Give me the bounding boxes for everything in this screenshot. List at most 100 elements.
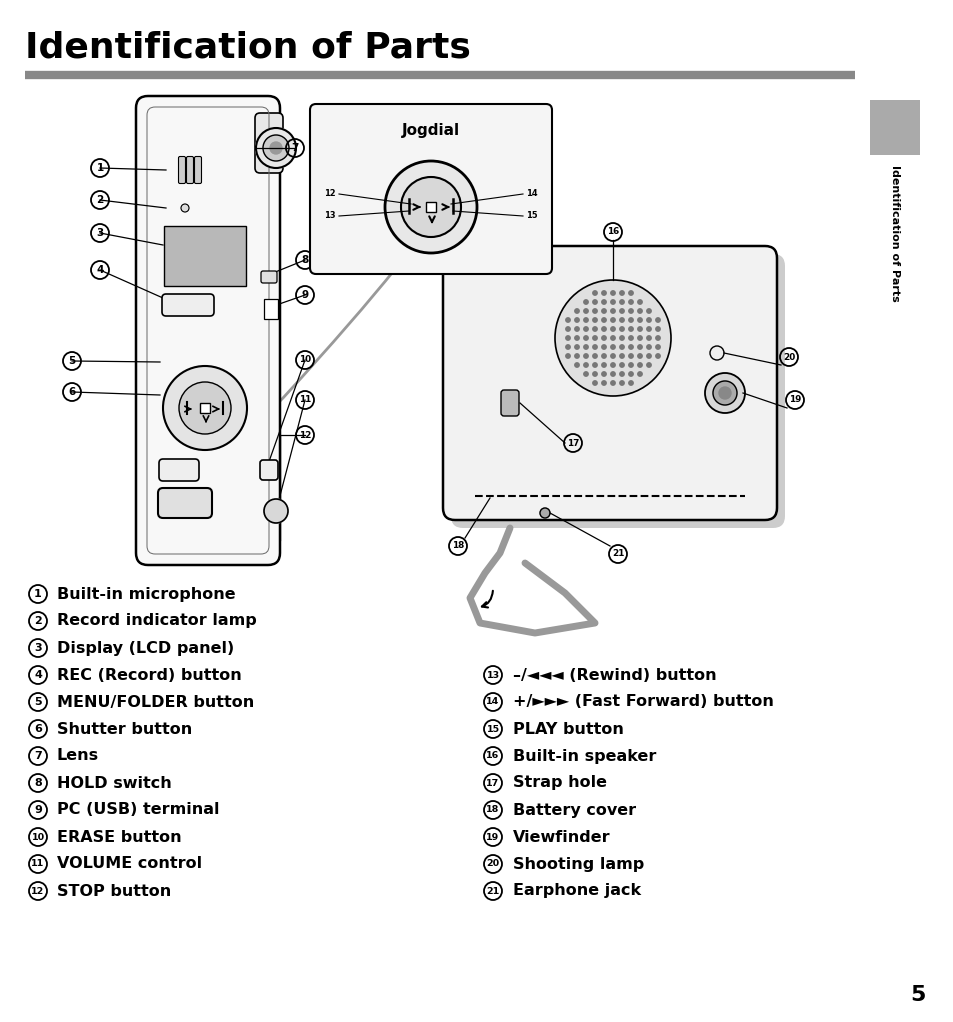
Circle shape bbox=[601, 318, 605, 322]
Text: VOLUME control: VOLUME control bbox=[57, 856, 202, 872]
Circle shape bbox=[628, 318, 633, 322]
Circle shape bbox=[638, 299, 641, 305]
FancyBboxPatch shape bbox=[162, 294, 213, 316]
Circle shape bbox=[601, 363, 605, 367]
Text: 11: 11 bbox=[298, 396, 311, 405]
Circle shape bbox=[638, 363, 641, 367]
Circle shape bbox=[601, 336, 605, 340]
Circle shape bbox=[628, 299, 633, 305]
Circle shape bbox=[583, 336, 588, 340]
Circle shape bbox=[601, 309, 605, 313]
Text: 20: 20 bbox=[486, 860, 499, 869]
Text: Built-in speaker: Built-in speaker bbox=[513, 748, 656, 763]
Text: 20: 20 bbox=[782, 353, 794, 362]
Circle shape bbox=[619, 327, 623, 331]
Circle shape bbox=[655, 354, 659, 358]
Circle shape bbox=[646, 309, 651, 313]
Circle shape bbox=[619, 309, 623, 313]
Circle shape bbox=[628, 291, 633, 295]
Text: 11: 11 bbox=[31, 860, 45, 869]
Circle shape bbox=[592, 344, 597, 350]
Text: 7: 7 bbox=[34, 751, 42, 761]
Text: 6: 6 bbox=[34, 724, 42, 734]
Circle shape bbox=[619, 299, 623, 305]
Text: 4: 4 bbox=[34, 670, 42, 680]
Circle shape bbox=[619, 381, 623, 385]
Circle shape bbox=[592, 363, 597, 367]
Circle shape bbox=[601, 354, 605, 358]
FancyBboxPatch shape bbox=[261, 271, 276, 283]
Circle shape bbox=[575, 344, 578, 350]
Text: +/►►► (Fast Forward) button: +/►►► (Fast Forward) button bbox=[513, 695, 773, 709]
FancyBboxPatch shape bbox=[451, 254, 784, 528]
Circle shape bbox=[709, 346, 723, 360]
Text: 2: 2 bbox=[34, 616, 42, 626]
FancyBboxPatch shape bbox=[260, 460, 277, 480]
Circle shape bbox=[592, 372, 597, 376]
Text: 12: 12 bbox=[298, 430, 311, 439]
Text: 18: 18 bbox=[452, 542, 464, 551]
Text: Jogdial: Jogdial bbox=[401, 123, 459, 138]
Circle shape bbox=[592, 291, 597, 295]
FancyBboxPatch shape bbox=[426, 202, 436, 212]
Text: 17: 17 bbox=[566, 438, 578, 448]
Text: 14: 14 bbox=[526, 189, 537, 198]
Circle shape bbox=[638, 372, 641, 376]
Text: Shooting lamp: Shooting lamp bbox=[513, 856, 643, 872]
Text: Battery cover: Battery cover bbox=[513, 802, 636, 818]
Circle shape bbox=[610, 291, 615, 295]
Circle shape bbox=[628, 381, 633, 385]
Text: Earphone jack: Earphone jack bbox=[513, 883, 640, 898]
Text: 12: 12 bbox=[31, 886, 45, 895]
Text: Built-in microphone: Built-in microphone bbox=[57, 587, 235, 602]
Text: 5: 5 bbox=[909, 985, 924, 1005]
Circle shape bbox=[555, 280, 670, 396]
Circle shape bbox=[601, 299, 605, 305]
Text: Lens: Lens bbox=[57, 748, 99, 763]
Text: 2: 2 bbox=[96, 195, 104, 205]
Circle shape bbox=[601, 327, 605, 331]
Text: 15: 15 bbox=[486, 725, 499, 734]
Text: 8: 8 bbox=[301, 256, 309, 265]
Circle shape bbox=[610, 372, 615, 376]
Text: 7: 7 bbox=[291, 143, 298, 153]
Text: STOP button: STOP button bbox=[57, 883, 172, 898]
Text: 9: 9 bbox=[34, 805, 42, 815]
Circle shape bbox=[610, 336, 615, 340]
Circle shape bbox=[655, 318, 659, 322]
Circle shape bbox=[583, 299, 588, 305]
Text: MENU/FOLDER button: MENU/FOLDER button bbox=[57, 695, 254, 709]
Circle shape bbox=[592, 318, 597, 322]
Text: 9: 9 bbox=[301, 290, 308, 300]
Circle shape bbox=[592, 381, 597, 385]
Circle shape bbox=[601, 372, 605, 376]
FancyBboxPatch shape bbox=[136, 96, 280, 565]
Circle shape bbox=[628, 372, 633, 376]
Circle shape bbox=[628, 363, 633, 367]
FancyBboxPatch shape bbox=[869, 100, 919, 155]
Text: 19: 19 bbox=[788, 396, 801, 405]
Circle shape bbox=[163, 366, 247, 450]
Circle shape bbox=[628, 344, 633, 350]
Circle shape bbox=[619, 344, 623, 350]
Circle shape bbox=[583, 344, 588, 350]
Text: 3: 3 bbox=[96, 228, 104, 238]
Circle shape bbox=[619, 372, 623, 376]
FancyBboxPatch shape bbox=[194, 156, 201, 184]
FancyBboxPatch shape bbox=[500, 390, 518, 416]
FancyBboxPatch shape bbox=[264, 299, 277, 319]
FancyBboxPatch shape bbox=[254, 113, 283, 173]
Circle shape bbox=[646, 336, 651, 340]
FancyBboxPatch shape bbox=[178, 156, 185, 184]
Circle shape bbox=[539, 508, 550, 518]
Circle shape bbox=[592, 299, 597, 305]
Text: 15: 15 bbox=[526, 212, 537, 221]
Circle shape bbox=[646, 318, 651, 322]
Text: Identification of Parts: Identification of Parts bbox=[25, 31, 471, 65]
Text: –/◄◄◄ (Rewind) button: –/◄◄◄ (Rewind) button bbox=[513, 667, 716, 683]
Text: 17: 17 bbox=[486, 779, 499, 788]
Circle shape bbox=[638, 344, 641, 350]
Circle shape bbox=[619, 291, 623, 295]
Circle shape bbox=[619, 363, 623, 367]
Circle shape bbox=[655, 336, 659, 340]
